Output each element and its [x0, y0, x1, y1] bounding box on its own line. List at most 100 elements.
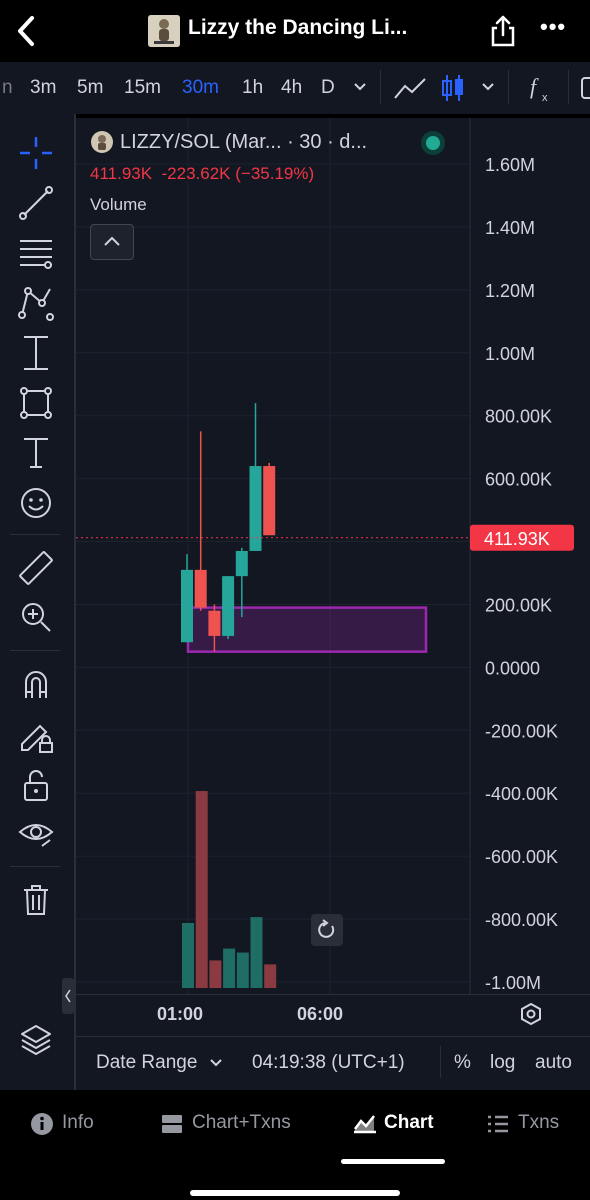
y-tick-label: 200.00K [485, 595, 552, 615]
measure-icon[interactable] [16, 333, 56, 373]
header-bar [0, 0, 590, 62]
chart-type-dropdown-icon[interactable] [480, 80, 496, 94]
price-change-stats: 411.93K -223.62K (−35.19%) [90, 164, 315, 183]
candlestick-chart[interactable]: 1.60M1.40M1.20M1.00M800.00K600.00K400.00… [76, 118, 590, 994]
volume-bar [209, 960, 222, 988]
rectangle-icon[interactable] [16, 383, 56, 423]
collapse-toolbar-handle[interactable] [62, 978, 74, 1014]
back-button[interactable] [12, 14, 42, 48]
ruler-icon[interactable] [16, 548, 56, 588]
lock-drawing-icon[interactable] [16, 716, 56, 756]
chevron-up-icon [104, 236, 120, 246]
y-tick-label: -600.00K [485, 847, 558, 867]
time-axis[interactable] [76, 994, 590, 1037]
y-tick-label: -200.00K [485, 721, 558, 741]
layers-icon[interactable] [16, 1020, 56, 1060]
y-tick-label: -800.00K [485, 910, 558, 930]
tab-label: Chart+Txns [192, 1112, 291, 1133]
more-button[interactable]: ••• [540, 14, 567, 39]
crosshair-icon[interactable] [16, 133, 56, 173]
reset-icon [318, 919, 335, 938]
page-title: Lizzy the Dancing Li... [188, 16, 408, 39]
auto-scale-toggle[interactable]: auto [535, 1052, 572, 1073]
divider [10, 866, 60, 867]
divider [380, 70, 381, 104]
candle-body [222, 576, 235, 636]
timezone-clock[interactable]: 04:19:38 (UTC+1) [252, 1052, 405, 1073]
token-avatar [148, 15, 180, 47]
date-range-button[interactable]: Date Range [96, 1052, 198, 1073]
chart-icon [354, 1115, 376, 1134]
volume-label: Volume [90, 195, 147, 214]
tab-label: Chart [384, 1112, 434, 1133]
candle-chart-icon[interactable] [440, 72, 466, 104]
settings-icon[interactable] [518, 1001, 544, 1027]
timeframe-15m[interactable]: 15m [124, 77, 161, 98]
share-button[interactable] [488, 14, 518, 48]
zoom-in-icon[interactable] [16, 597, 56, 637]
divider [10, 534, 60, 535]
eye-icon[interactable] [16, 812, 56, 852]
last-price-tag [470, 524, 574, 551]
chart-pane[interactable]: 1.60M1.40M1.20M1.00M800.00K600.00K400.00… [76, 118, 590, 994]
text-icon[interactable] [16, 433, 56, 473]
pattern-icon[interactable] [16, 283, 56, 323]
svg-text:f: f [530, 74, 539, 99]
candle-body [235, 550, 248, 577]
info-icon [31, 1113, 53, 1135]
y-tick-label: 1.20M [485, 281, 535, 301]
drawing-toolbar [0, 114, 76, 1090]
status-dot-icon [421, 131, 445, 155]
y-tick-label: 800.00K [485, 407, 552, 427]
divider [440, 1046, 441, 1078]
candle-body [181, 569, 193, 643]
chevron-down-icon [210, 1059, 222, 1067]
timeframe-1h[interactable]: 1h [242, 77, 264, 98]
candle-body [249, 466, 262, 551]
timeframe-dropdown-icon[interactable] [352, 80, 368, 94]
trend-line-icon[interactable] [16, 183, 56, 223]
candle-body [263, 466, 276, 536]
divider [10, 650, 60, 651]
volume-bar [223, 948, 236, 988]
active-tab-indicator [341, 1159, 445, 1164]
timeframe-3m[interactable]: 3m [30, 77, 57, 98]
y-tick-label: -1.00M [485, 973, 541, 993]
log-toggle[interactable]: log [490, 1052, 516, 1073]
fib-retracement-icon[interactable] [16, 233, 56, 273]
x-tick-label: 01:00 [157, 1004, 204, 1024]
layout-icon[interactable] [580, 76, 590, 100]
y-tick-label: 600.00K [485, 470, 552, 490]
reset-chart-button[interactable] [311, 914, 343, 946]
y-tick-label: -400.00K [485, 784, 558, 804]
collapse-legend-button[interactable] [90, 224, 134, 260]
symbol-label[interactable]: LIZZY/SOL (Mar... · 30 · d... [120, 131, 368, 153]
chart-bottom-bar [76, 1036, 590, 1091]
x-tick-label: 06:00 [297, 1004, 344, 1024]
timeframe-4h[interactable]: 4h [281, 77, 303, 98]
timeframe-5m[interactable]: 5m [77, 77, 104, 98]
y-tick-label: 1.60M [485, 155, 535, 175]
y-tick-label: 0.0000 [485, 658, 540, 678]
line-chart-icon[interactable] [392, 74, 428, 102]
unlock-icon[interactable] [16, 766, 56, 806]
percent-toggle[interactable]: % [454, 1052, 471, 1073]
emoji-icon[interactable] [16, 483, 56, 523]
chevron-left-icon [18, 16, 34, 46]
token-pair-icon [91, 131, 113, 153]
divider [508, 70, 509, 104]
volume-bar [250, 917, 263, 988]
volume-bar [264, 964, 277, 988]
timeframe-bar [0, 62, 590, 114]
magnet-icon[interactable] [16, 664, 56, 704]
last-price-label: 411.93K [484, 529, 550, 549]
tab-label: Txns [518, 1112, 560, 1133]
y-tick-label: 1.40M [485, 218, 535, 238]
timeframe-1m[interactable]: n [2, 77, 13, 98]
y-tick-label: 1.00M [485, 344, 535, 364]
timeframe-30m[interactable]: 30m [182, 77, 219, 98]
timeframe-d[interactable]: D [321, 77, 335, 98]
candle-body [208, 610, 221, 636]
trash-icon[interactable] [16, 880, 56, 920]
